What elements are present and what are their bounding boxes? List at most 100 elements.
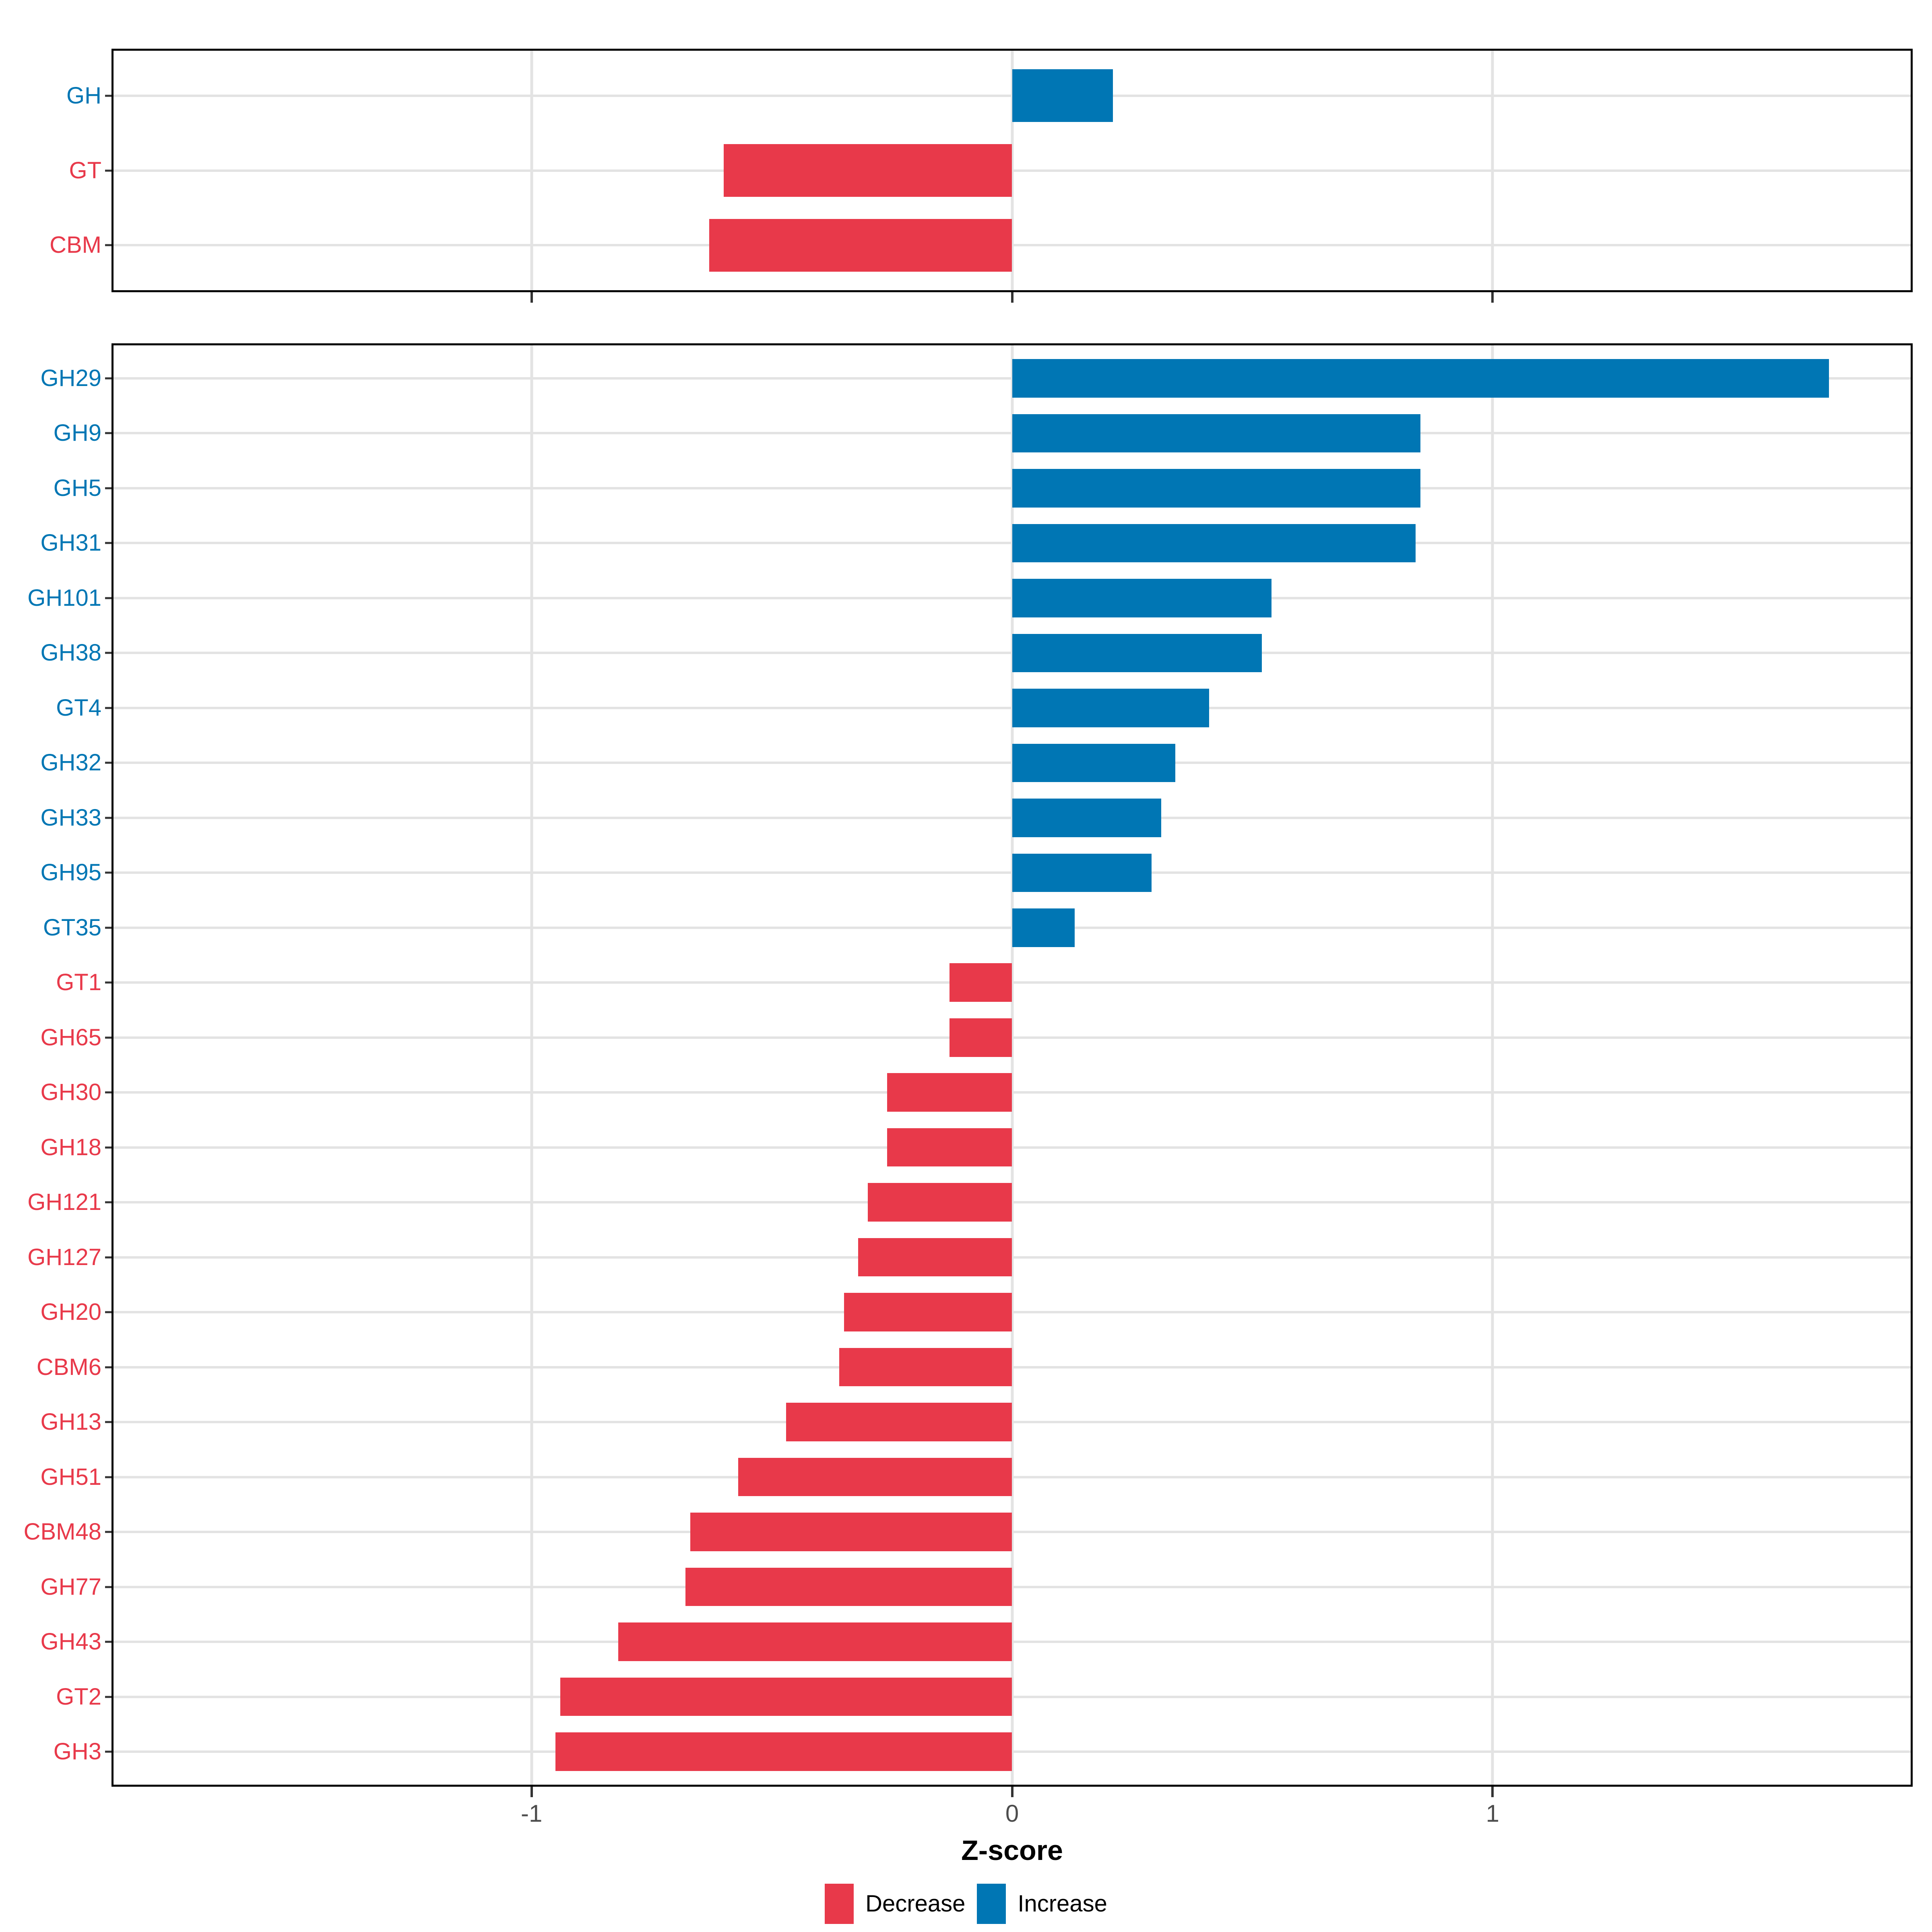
bar-GH18 <box>887 1128 1012 1167</box>
y-tick-mark <box>105 1256 111 1259</box>
y-tick-mark <box>105 169 111 171</box>
y-axis-label-GH29: GH29 <box>40 365 101 391</box>
y-gridline-GH127 <box>114 1256 1911 1259</box>
legend: Decrease Increase <box>0 1884 1932 1924</box>
y-tick-mark <box>105 1696 111 1698</box>
bar-GH121 <box>868 1183 1012 1222</box>
bar-GH13 <box>786 1403 1012 1441</box>
y-gridline-GH121 <box>114 1201 1911 1204</box>
bar-GH43 <box>618 1622 1012 1661</box>
y-tick-mark <box>105 1476 111 1478</box>
y-tick-mark <box>105 817 111 819</box>
bar-GH31 <box>1012 524 1416 563</box>
bar-GH <box>1012 69 1113 122</box>
legend-key-increase <box>977 1884 1006 1924</box>
bar-CBM48 <box>690 1513 1012 1551</box>
y-gridline-GH43 <box>114 1641 1911 1643</box>
y-axis-label-GH: GH <box>66 82 101 109</box>
y-axis-label-GH33: GH33 <box>40 804 101 831</box>
legend-label-increase: Increase <box>1018 1891 1107 1917</box>
bar-GT2 <box>560 1677 1012 1716</box>
families-panel: Z-score -1 0 1 GH29 GH9 GH5 GH31 GH101 GH38 GT4 GH… <box>24 343 1913 1864</box>
bar-GH3 <box>555 1732 1012 1771</box>
bar-CBM6 <box>839 1348 1012 1387</box>
y-tick-mark <box>105 1366 111 1368</box>
y-gridline-GH51 <box>114 1476 1911 1478</box>
y-gridline-GH3 <box>114 1750 1911 1753</box>
bar-GH51 <box>738 1457 1012 1496</box>
y-gridline-GT2 <box>114 1695 1911 1698</box>
y-tick-mark <box>105 1750 111 1753</box>
y-axis-label-CBM48: CBM48 <box>23 1519 101 1545</box>
y-gridline-CBM48 <box>114 1531 1911 1534</box>
legend-label-decrease: Decrease <box>865 1891 966 1917</box>
y-tick-mark <box>105 762 111 764</box>
x-gridline-1 <box>1491 345 1494 1785</box>
y-axis-label-GH30: GH30 <box>40 1079 101 1106</box>
y-axis-label-CBM: CBM <box>50 232 101 258</box>
y-axis-label-GT4: GT4 <box>56 694 101 721</box>
y-axis-label-GH121: GH121 <box>27 1189 101 1216</box>
y-gridline-GH13 <box>114 1421 1911 1424</box>
bar-GH29 <box>1012 359 1829 398</box>
y-tick-mark <box>105 432 111 434</box>
y-tick-mark <box>105 542 111 544</box>
y-axis-label-GH95: GH95 <box>40 859 101 886</box>
y-tick-mark <box>105 981 111 984</box>
y-tick-mark <box>105 1036 111 1039</box>
y-gridline-GH18 <box>114 1146 1911 1149</box>
x-tick-mark <box>530 1787 533 1797</box>
bar-GH95 <box>1012 853 1152 892</box>
bar-GH65 <box>949 1018 1012 1057</box>
bar-GH32 <box>1012 743 1176 782</box>
y-axis-label-GT: GT <box>69 157 101 184</box>
summary-panel: GH GT CBM <box>50 49 1913 303</box>
y-axis-label-GT1: GT1 <box>56 969 101 996</box>
bar-GH77 <box>685 1567 1012 1606</box>
y-tick-mark <box>105 597 111 599</box>
x-tick-mark <box>1011 292 1013 303</box>
y-axis-label-GH77: GH77 <box>40 1573 101 1600</box>
y-gridline-GH20 <box>114 1311 1911 1314</box>
bar-GH20 <box>844 1293 1012 1331</box>
y-tick-mark <box>105 871 111 874</box>
bar-GT1 <box>949 963 1012 1002</box>
legend-key-decrease <box>825 1884 854 1924</box>
y-tick-mark <box>105 1641 111 1643</box>
y-axis-label-GH51: GH51 <box>40 1463 101 1490</box>
y-axis-label-GH18: GH18 <box>40 1134 101 1160</box>
y-axis-label-CBM6: CBM6 <box>36 1354 101 1380</box>
x-tick-mark <box>530 292 533 303</box>
y-gridline-CBM <box>114 244 1911 247</box>
y-tick-mark <box>105 95 111 97</box>
y-gridline-GH77 <box>114 1585 1911 1588</box>
y-axis-label-GH3: GH3 <box>53 1738 101 1765</box>
bar-GH30 <box>887 1073 1012 1112</box>
bar-GH127 <box>858 1238 1012 1277</box>
y-tick-mark <box>105 1146 111 1149</box>
x-tick-mark <box>1491 292 1494 303</box>
y-tick-mark <box>105 1091 111 1094</box>
x-gridline--1 <box>530 345 533 1785</box>
y-axis-label-GT35: GT35 <box>43 914 101 941</box>
y-axis-label-GH43: GH43 <box>40 1629 101 1655</box>
x-tick-label: -1 <box>520 1800 543 1827</box>
y-gridline-CBM6 <box>114 1366 1911 1368</box>
y-tick-mark <box>105 1531 111 1533</box>
y-axis-label-GH38: GH38 <box>40 640 101 666</box>
bar-CBM <box>709 219 1012 272</box>
y-tick-mark <box>105 652 111 654</box>
x-tick-mark <box>1491 1787 1494 1797</box>
y-tick-mark <box>105 707 111 709</box>
bar-GT <box>724 144 1012 197</box>
y-gridline-GH30 <box>114 1091 1911 1094</box>
bar-GH101 <box>1012 579 1272 617</box>
x-tick-label: 0 <box>1005 1800 1019 1827</box>
y-tick-mark <box>105 377 111 380</box>
y-axis-label-GH127: GH127 <box>27 1244 101 1270</box>
y-axis-label-GH5: GH5 <box>53 475 101 501</box>
y-tick-mark <box>105 927 111 929</box>
bar-GH5 <box>1012 469 1421 508</box>
x-tick-mark <box>1011 1787 1013 1797</box>
y-axis-label-GH13: GH13 <box>40 1409 101 1435</box>
